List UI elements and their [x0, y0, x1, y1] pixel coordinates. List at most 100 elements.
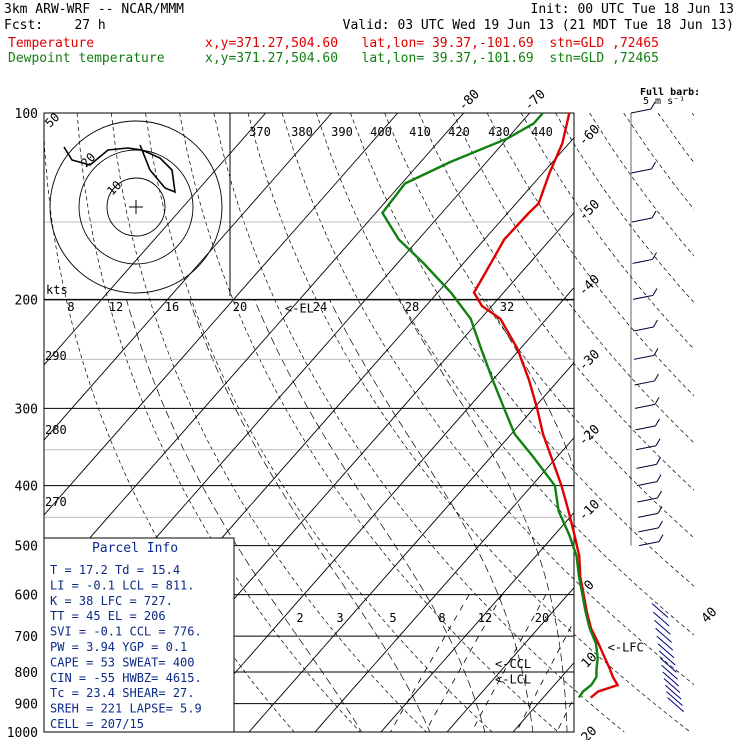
wind-barb: [655, 418, 660, 427]
hodograph-ring: [78, 149, 194, 265]
model-title: 3km ARW-WRF -- NCAR/MMM: [4, 2, 185, 17]
pressure-label: 1000: [7, 726, 38, 740]
mixing-ratio-label: 20: [535, 611, 549, 625]
temperature-tick-label: -80: [456, 87, 483, 114]
temperature-tick-label: -10: [576, 497, 603, 524]
upper-scale-label: 20: [233, 300, 247, 314]
wind-barb: [634, 403, 656, 409]
temperature-tick-label: -30: [576, 347, 603, 374]
theta-label: 440: [531, 125, 553, 139]
temperature-tick-label: -70: [522, 87, 549, 114]
moist-adiabat-line: [188, 299, 431, 732]
upper-scale-label: 12: [109, 300, 123, 314]
dry-adiabat-line: [691, 113, 694, 117]
wind-barb: [633, 354, 655, 360]
wind-barb: [638, 527, 659, 533]
pressure-label: 500: [15, 540, 38, 555]
isotherm-line: [700, 113, 740, 740]
wind-barb: [633, 326, 654, 332]
upper-scale-label: 16: [165, 300, 179, 314]
temperature-tick-label: -50: [576, 197, 603, 224]
parcel-info-row: CAPE = 53 SWEAT= 400: [50, 655, 195, 669]
theta-label: 420: [448, 125, 470, 139]
ccl-marker: <-CCL: [495, 657, 531, 671]
dry-adiabat-line: [145, 113, 493, 732]
mixing-ratio-line: [556, 696, 574, 732]
wind-barb: [636, 463, 657, 469]
wind-barb: [663, 678, 681, 694]
hodograph-ring: [106, 177, 166, 237]
moist-adiabat-line: [485, 299, 574, 470]
wind-barb: [655, 627, 672, 643]
wind-barb: [654, 397, 660, 405]
wind-barb: [651, 161, 656, 170]
pressure-label: 300: [15, 402, 38, 417]
dry-adiabat-line: [350, 113, 694, 587]
temperature-tick-label: -20: [576, 422, 603, 449]
parcel-info-row: Tc = 23.4 SHEAR= 27.: [50, 686, 195, 700]
wind-barb: [658, 650, 676, 666]
wind-barb: [652, 611, 670, 627]
wind-barb: [632, 258, 653, 264]
upper-scale-label: 32: [500, 300, 514, 314]
init-time: Init: 00 UTC Tue 18 Jun 13: [530, 2, 735, 17]
wind-barb: [635, 425, 656, 431]
wind-barb: [661, 664, 678, 680]
wind-barb: [631, 168, 652, 174]
wind-barb: [664, 684, 682, 700]
forecast-hour: Fcst: 27 h: [4, 18, 106, 33]
dewpoint-trace: [380, 113, 599, 699]
legend-temperature-location: x,y=371.27,504.60 lat,lon= 39.37,-101.69…: [205, 36, 659, 51]
wind-barb: [636, 481, 658, 487]
parcel-info-row: K = 38 LFC = 727.: [50, 594, 173, 608]
wind-barb: [637, 497, 658, 503]
mixing-ratio-line: [389, 594, 470, 732]
wind-barb: [662, 671, 680, 687]
pressure-label: 600: [15, 589, 38, 604]
plot-frame: [43, 112, 575, 733]
upper-scale-label: 28: [405, 300, 419, 314]
lfc-marker: <-LFC: [608, 640, 644, 654]
mixing-ratio-line: [424, 594, 503, 732]
pressure-label: 200: [15, 293, 38, 308]
dry-adiabat-line: [315, 113, 694, 636]
parcel-info-row: T = 17.2 Td = 15.4: [50, 563, 180, 577]
mixing-ratio-label: 8: [438, 611, 445, 625]
pressure-label: 900: [15, 698, 38, 713]
isotherm-line: [634, 113, 740, 740]
mixing-ratio-label: 3: [336, 611, 343, 625]
dry-adiabat-line: [213, 113, 625, 732]
dry-adiabat-line: [44, 127, 295, 732]
wind-barb: [630, 108, 652, 114]
moist-adiabat-line: [329, 299, 534, 732]
parcel-info-row: CELL = 207/15: [50, 717, 144, 731]
dry-adiabat-line: [384, 113, 694, 539]
isotherm-line: [248, 362, 574, 732]
wind-barb: [655, 438, 661, 447]
legend-dewpoint-label: Dewpoint temperature: [8, 51, 165, 66]
dry-adiabat-line: [247, 113, 691, 732]
wind-key-title: Full barb:: [640, 87, 700, 98]
mixing-ratio-label: 12: [478, 611, 492, 625]
parcel-info-box: [43, 537, 235, 733]
lcl-marker: <-LCL: [495, 673, 531, 687]
theta-label: 400: [370, 125, 392, 139]
legend-dewpoint-location: x,y=371.27,504.60 lat,lon= 39.37,-101.69…: [205, 51, 659, 66]
isotherm-line: [446, 586, 574, 732]
wind-barb: [658, 534, 664, 542]
legend-temperature-label: Temperature: [8, 36, 95, 51]
wind-barb: [657, 506, 663, 514]
wind-barb: [632, 294, 654, 300]
valid-time: Valid: 03 UTC Wed 19 Jun 13 (21 MDT Tue …: [342, 18, 734, 33]
isotherm-line: [512, 662, 574, 732]
parcel-info-row: SREH = 221 LAPSE= 5.9: [50, 702, 202, 716]
theta-label: 390: [331, 125, 353, 139]
dry-adiabat-line: [657, 113, 694, 164]
wind-barb: [656, 457, 661, 465]
wind-barb: [657, 490, 662, 499]
parcel-info-title: Parcel Info: [92, 541, 178, 556]
isotherm-line: [44, 113, 333, 441]
wind-barb: [652, 288, 658, 296]
hodograph-ring-label: 10: [104, 178, 124, 198]
